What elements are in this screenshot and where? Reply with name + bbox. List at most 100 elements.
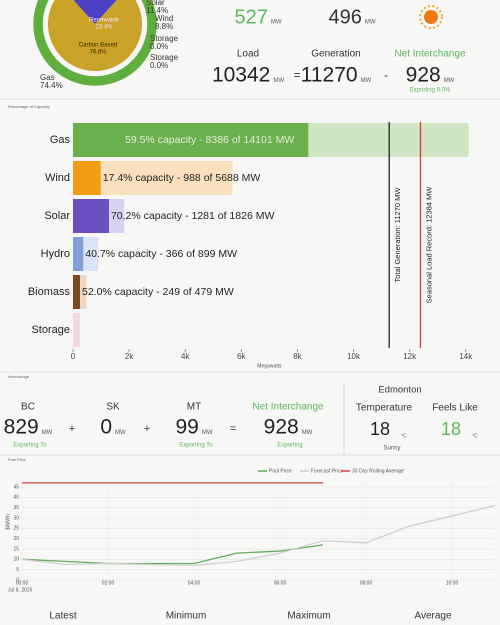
operator: =	[230, 423, 236, 435]
weather-unit: °C	[401, 433, 407, 439]
category-label: Biomass	[28, 286, 71, 298]
generation-bar	[73, 161, 101, 195]
operator: +	[144, 423, 150, 435]
donut-label: Gas	[40, 73, 55, 82]
reference-label: Total Generation: 11270 MW	[393, 187, 402, 283]
y-tick-label: 30	[13, 515, 19, 521]
legend-label: 30 Day Rolling Average	[352, 468, 404, 474]
weather-note: Sunny	[383, 446, 400, 452]
stat-header: Minimum	[166, 611, 207, 622]
donut-label: Storage	[150, 34, 179, 43]
stat-unit: MW	[444, 78, 455, 84]
stat-label: Generation	[311, 49, 360, 60]
donut-value-label: 0.0%	[150, 61, 168, 70]
pie-segment	[73, 0, 117, 24]
operator: -	[384, 68, 388, 82]
y-tick-label: 10	[13, 557, 19, 563]
stat-unit: MW	[302, 430, 313, 436]
donut-value-label: 11.4%	[146, 6, 168, 15]
donut-label: Storage	[150, 53, 179, 62]
stat-unit: MW	[42, 430, 53, 436]
y-tick-label: 20	[13, 536, 19, 542]
stat-header: Maximum	[287, 611, 330, 622]
y-tick-label: 45	[13, 484, 19, 490]
stat-header: Average	[414, 611, 452, 622]
stat-unit: MW	[202, 430, 213, 436]
x-tick-label: 06:00	[274, 580, 287, 586]
category-label: Gas	[50, 134, 71, 146]
pie-value-label: 23.4%	[95, 25, 113, 31]
generation-bar	[73, 199, 109, 233]
stat-unit: MW	[273, 78, 284, 84]
y-tick-label: 5	[16, 567, 19, 573]
reference-label: Seasonal Load Record: 12384 MW	[424, 186, 433, 304]
x-tick-label: 8k	[293, 352, 302, 361]
section-title: Percentage of Capacity	[8, 104, 50, 109]
stat-note: Exporting 9.0%	[410, 88, 451, 94]
y-tick-label: 40	[13, 495, 19, 501]
stat-value: 10342	[212, 64, 270, 87]
legend-label: Forecast Price	[311, 468, 343, 474]
x-tick-label: 6k	[237, 352, 246, 361]
x-tick-label: 0	[71, 352, 76, 361]
y-tick-label: 25	[13, 526, 19, 532]
interchange-label: Net Interchange	[252, 402, 324, 413]
stat-value: 11270	[301, 64, 358, 87]
bar-label: 17.4% capacity - 988 of 5688 MW	[103, 172, 261, 184]
bar-label: 52.0% capacity - 249 of 479 MW	[82, 286, 234, 298]
category-label: Hydro	[41, 248, 70, 260]
stat-unit: MW	[365, 20, 376, 26]
y-tick-label: 35	[13, 505, 19, 511]
pie-label: Renewable	[89, 18, 120, 24]
x-tick-label: 08:00	[360, 580, 373, 586]
series-line	[21, 544, 324, 565]
sun	[424, 10, 438, 24]
sun-icon	[419, 5, 443, 29]
y-tick-label: 15	[13, 546, 19, 552]
capacity-bar	[73, 313, 81, 347]
city: Edmonton	[378, 385, 421, 396]
stat-label: Net Interchange	[394, 49, 466, 60]
interchange-label: BC	[21, 402, 35, 413]
pie-label: Carbon Based	[79, 43, 117, 49]
bar-label: 70.2% capacity - 1281 of 1826 MW	[111, 210, 275, 222]
stat-value: 0	[100, 416, 112, 439]
stat-unit: MW	[361, 78, 372, 84]
interchange-label: SK	[106, 402, 120, 413]
interchange-label: MT	[187, 402, 201, 413]
generation-bar	[73, 237, 84, 271]
stat-value: 928	[264, 416, 299, 439]
stat-header: Latest	[49, 611, 76, 622]
pie-segment	[48, 0, 142, 71]
stat-unit: MW	[115, 430, 126, 436]
x-tick-label: 02:00	[102, 580, 115, 586]
category-label: Solar	[44, 210, 70, 222]
weather-value: 18	[441, 419, 461, 439]
x-tick-label: 10k	[347, 352, 361, 361]
operator: =	[293, 68, 300, 82]
section-title: Pool Price	[8, 457, 27, 462]
donut-label: Solar	[146, 0, 165, 7]
x-tick-label: 00:00	[16, 580, 29, 586]
category-label: Storage	[31, 324, 70, 336]
weather-label: Feels Like	[432, 403, 478, 414]
bar-label: 40.7% capacity - 366 of 899 MW	[85, 248, 237, 260]
interchange-note: Exporting To	[179, 443, 213, 449]
interchange-note: Exporting To	[13, 443, 47, 449]
x-axis-label: Megawatts	[257, 363, 282, 369]
weather-label: Temperature	[356, 403, 413, 414]
category-label: Wind	[45, 172, 70, 184]
x-date-label: Jul 8, 2025	[8, 587, 33, 593]
y-axis-label: $/MWh	[5, 514, 11, 530]
x-tick-label: 04:00	[188, 580, 201, 586]
bar-label: 59.5% capacity - 8386 of 14101 MW	[125, 134, 294, 146]
x-tick-label: 12k	[403, 352, 417, 361]
x-tick-label: 4k	[181, 352, 190, 361]
series-line	[21, 504, 496, 567]
weather-unit: °C	[472, 433, 478, 439]
sun-rays	[419, 5, 443, 29]
weather-value: 18	[370, 419, 390, 439]
